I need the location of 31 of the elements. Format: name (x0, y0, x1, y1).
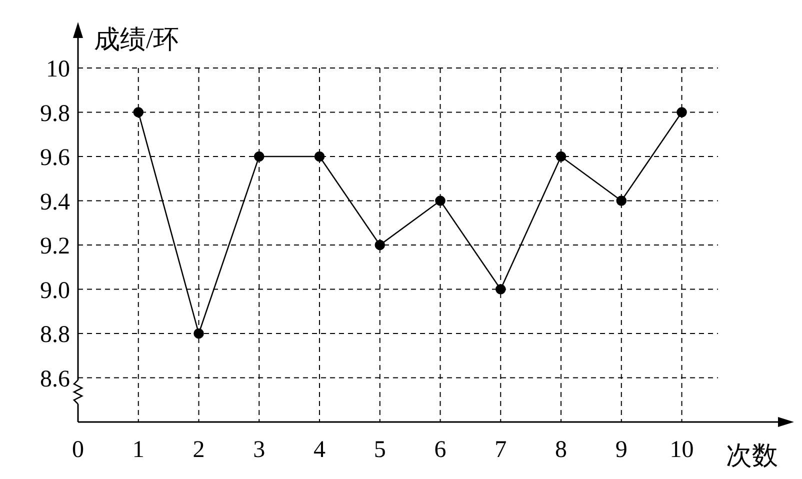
point (495, 284, 506, 294)
x-tick-label: 3 (253, 437, 266, 464)
y-tick-label: 8.6 (40, 366, 70, 392)
y-tick-label: 9.2 (40, 234, 70, 260)
y-tick-label: 10 (46, 56, 70, 83)
point (133, 107, 144, 118)
point (194, 328, 204, 339)
point (374, 240, 386, 250)
x-tick-label: 0 (72, 437, 84, 464)
x-tick-label: 5 (374, 437, 386, 464)
point (254, 151, 264, 162)
x-tick-label: 2 (192, 437, 205, 464)
x-tick-label: 9 (615, 437, 628, 464)
point (676, 107, 687, 118)
point (314, 151, 325, 162)
point (556, 151, 566, 162)
x-tick-label: 1 (132, 437, 144, 464)
x-tick-label: 8 (555, 437, 568, 464)
x-tick-label: 7 (494, 437, 507, 464)
point (616, 196, 627, 206)
y-tick-label: 9.6 (40, 145, 70, 172)
x-tick-label: 4 (314, 437, 326, 464)
point (435, 196, 446, 206)
x-tick-label: 10 (670, 437, 694, 464)
y-tick-label: 9.8 (40, 100, 70, 127)
x-tick-label: 6 (434, 437, 446, 464)
x-axis-title: 次数 (726, 441, 778, 470)
y-tick-label: 8.8 (40, 322, 70, 348)
y-axis-title: 成绩/环 (94, 25, 180, 54)
y-tick-label: 9.4 (40, 189, 70, 216)
y-tick-label: 9.0 (40, 278, 70, 304)
